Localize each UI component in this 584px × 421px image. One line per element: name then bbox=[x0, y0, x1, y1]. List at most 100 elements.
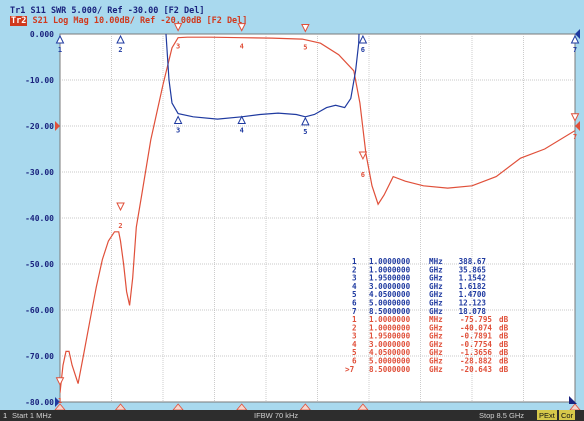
measurement-plot[interactable]: 0.000 -10.00 -20.00 -30.00 -40.00 -50.00 -60.0… bbox=[0, 0, 584, 410]
s21-marker-number: 6 bbox=[361, 171, 365, 179]
marker-table-cell: 3.0000000 bbox=[369, 340, 411, 349]
marker-table-cell: GHz bbox=[429, 274, 443, 283]
marker-table-cell: 5.0000000 bbox=[369, 357, 411, 366]
active-trace-tag: Tr2 bbox=[10, 16, 28, 26]
marker-table-cell: 1 bbox=[352, 257, 357, 266]
s21-marker-number: 3 bbox=[176, 43, 180, 51]
marker-table-cell: GHz bbox=[429, 299, 443, 308]
marker-table-cell: 2 bbox=[352, 265, 357, 274]
marker-table-row: 6 5.0000000 GHz 12.123 bbox=[352, 299, 486, 308]
marker-table-cell: GHz bbox=[429, 323, 443, 332]
marker-table-cell: -28.882 bbox=[460, 357, 492, 366]
marker-table-cell: 1.6182 bbox=[459, 282, 486, 291]
marker-table-cell: GHz bbox=[429, 357, 443, 366]
marker-table-cell: -20.643 bbox=[460, 365, 492, 374]
marker-table-cell: GHz bbox=[429, 365, 443, 374]
channel-number[interactable]: 1 bbox=[3, 411, 8, 420]
stimulus-marker-triangle bbox=[357, 403, 369, 410]
s11-marker-number: 4 bbox=[240, 127, 244, 135]
marker-table-cell: GHz bbox=[429, 340, 443, 349]
marker-table-cell: -40.074 bbox=[460, 323, 492, 332]
marker-table-cell: 5.0000000 bbox=[369, 299, 411, 308]
marker-table-cell: 1 bbox=[352, 315, 357, 324]
marker-table-cell: >7 bbox=[345, 365, 354, 374]
marker-table-cell: 1.9500000 bbox=[369, 274, 411, 283]
ifbw-setting[interactable]: IFBW 70 kHz bbox=[254, 411, 299, 420]
correction-badge[interactable]: Cor bbox=[559, 410, 576, 420]
s21-marker-number: 2 bbox=[118, 222, 122, 230]
s21-marker-triangle bbox=[358, 151, 368, 161]
stop-frequency[interactable]: Stop 8.5 GHz bbox=[479, 411, 525, 420]
marker-table-cell: 8.5000000 bbox=[369, 365, 411, 374]
marker-table-row: 5 4.0500000 GHz 1.4700 bbox=[352, 290, 486, 299]
marker-table-row: 7 8.5000000 GHz 18.078 bbox=[352, 307, 486, 316]
marker-table-cell: GHz bbox=[429, 307, 443, 316]
y-tick-label: -50.00 bbox=[25, 260, 54, 269]
marker-table-cell: 1.0000000 bbox=[369, 323, 411, 332]
marker-table-cell: -75.795 bbox=[460, 315, 492, 324]
marker-table-cell: 1.0000000 bbox=[369, 315, 411, 324]
stimulus-marker-triangle bbox=[172, 403, 184, 410]
marker-table-row: 2 1.0000000 GHz 35.865 bbox=[352, 265, 486, 274]
marker-table-cell: 18.078 bbox=[459, 307, 487, 316]
marker-table-cell: 6 bbox=[352, 299, 357, 308]
s11-marker-triangle bbox=[173, 115, 183, 124]
s21-marker-triangle bbox=[570, 113, 580, 122]
marker-table-cell: 1.0000000 bbox=[369, 265, 411, 274]
y-tick-label: -20.00 bbox=[25, 122, 54, 131]
stimulus-marker-triangle bbox=[236, 403, 248, 410]
marker-table-unit: dB bbox=[499, 365, 509, 374]
marker-table-cell: 1.4700 bbox=[459, 290, 487, 299]
marker-table-cell: -1.3656 bbox=[460, 348, 492, 357]
status-bar: 1 Start 1 MHz IFBW 70 kHz Stop 8.5 GHz P… bbox=[0, 410, 584, 421]
trace2-label[interactable]: Tr2 S21 Log Mag 10.00dB/ Ref -20.00dB [F… bbox=[10, 16, 247, 26]
marker-table-cell: 1.9500000 bbox=[369, 332, 411, 341]
marker-table-row: 1 1.0000000 MHz 388.67 bbox=[352, 257, 486, 266]
y-tick-label: -70.00 bbox=[25, 352, 54, 361]
s11-marker-number: 1 bbox=[58, 46, 62, 54]
s21-marker-triangle bbox=[237, 23, 247, 32]
marker-table-cell: 1.1542 bbox=[459, 274, 486, 283]
marker-table-cell: 4 bbox=[352, 282, 357, 291]
s11-marker-number: 6 bbox=[361, 46, 365, 54]
marker-table-cell: 5 bbox=[352, 348, 357, 357]
s21-marker-triangle bbox=[55, 377, 65, 386]
y-tick-label: -10.00 bbox=[25, 76, 54, 85]
marker-table-cell: 4.0500000 bbox=[369, 348, 411, 357]
marker-table-row: >7 8.5000000 GHz -20.643 dB bbox=[345, 365, 509, 374]
s11-trace-line bbox=[165, 34, 360, 120]
s21-marker-number: 7 bbox=[573, 133, 577, 141]
marker-table-cell: MHz bbox=[429, 257, 443, 266]
marker-table-cell: 3 bbox=[352, 274, 357, 283]
s21-trace-line bbox=[60, 36, 575, 393]
s21-marker-number: 4 bbox=[240, 43, 244, 51]
marker-table-unit: dB bbox=[499, 315, 509, 324]
marker-table-cell: MHz bbox=[429, 315, 443, 324]
corner-indicator bbox=[569, 396, 577, 404]
marker-table-cell: 1.0000000 bbox=[369, 257, 411, 266]
marker-table-cell: 3 bbox=[352, 332, 357, 341]
marker-table-row: 3 1.9500000 GHz -0.7891 dB bbox=[352, 332, 509, 341]
marker-table-unit: dB bbox=[499, 348, 509, 357]
marker-table-cell: 4.0500000 bbox=[369, 290, 411, 299]
marker-table-cell: GHz bbox=[429, 332, 443, 341]
marker-table-row: 4 3.0000000 GHz -0.7754 dB bbox=[352, 340, 509, 349]
marker-table-row: 6 5.0000000 GHz -28.882 dB bbox=[352, 357, 509, 366]
ref-arrow-left bbox=[55, 121, 60, 131]
marker-table-cell: 8.5000000 bbox=[369, 307, 411, 316]
marker-table-cell: 4 bbox=[352, 340, 357, 349]
trace1-label[interactable]: Tr1 S11 SWR 5.000/ Ref -30.00 [F2 Del] bbox=[10, 6, 205, 16]
marker-table-cell: 6 bbox=[352, 357, 357, 366]
marker-table-cell: GHz bbox=[429, 265, 443, 274]
s11-marker-triangle bbox=[55, 34, 65, 44]
start-frequency[interactable]: Start 1 MHz bbox=[12, 411, 52, 420]
s11-marker-number: 5 bbox=[303, 128, 307, 136]
ref-arrow-right bbox=[575, 121, 580, 131]
y-tick-label: 0.000 bbox=[30, 30, 54, 39]
marker-table-row: 1 1.0000000 MHz -75.795 dB bbox=[352, 315, 509, 324]
trace-header: Tr1 S11 SWR 5.000/ Ref -30.00 [F2 Del] T… bbox=[10, 6, 247, 26]
port-extension-badge[interactable]: PExt bbox=[537, 410, 557, 420]
s11-marker-triangle bbox=[301, 116, 310, 126]
marker-table-row: 2 1.0000000 GHz -40.074 dB bbox=[352, 323, 509, 332]
